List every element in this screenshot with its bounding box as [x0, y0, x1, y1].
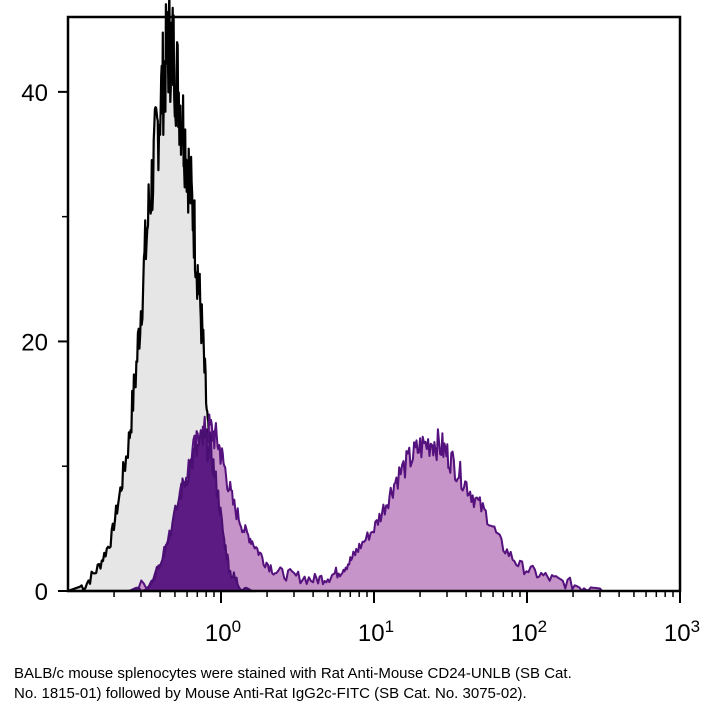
ticks-layer: 100 101 102 103 0 20 40: [21, 80, 700, 647]
x-tick-label: 103: [664, 617, 700, 647]
histogram-chart: 100 101 102 103 0 20 40: [21, 0, 700, 647]
histogram-series-2: [127, 413, 604, 592]
y-tick-label: 40: [21, 80, 48, 107]
y-tick-label: 20: [21, 329, 48, 356]
series-layer: [66, 0, 604, 593]
figure-caption: BALB/c mouse splenocytes were stained wi…: [14, 665, 572, 702]
x-tick-label: 100: [205, 617, 241, 647]
y-tick-label: 0: [35, 579, 48, 606]
histogram-series-3: [127, 428, 254, 592]
x-tick-label: 101: [358, 617, 394, 647]
x-tick-label: 102: [511, 617, 547, 647]
